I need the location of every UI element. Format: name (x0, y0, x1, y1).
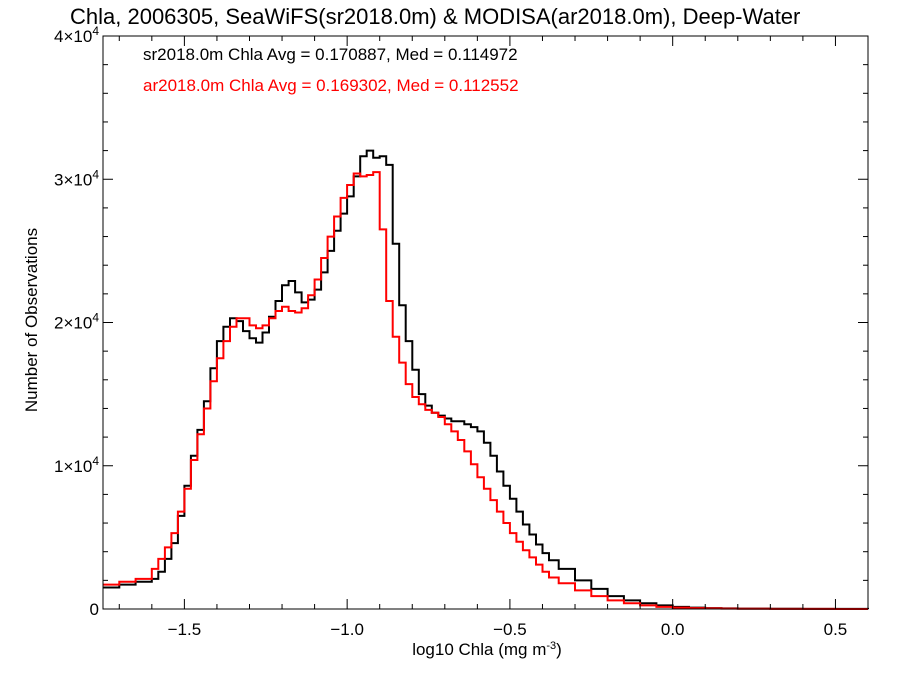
legend-annotations: sr2018.0m Chla Avg = 0.170887, Med = 0.1… (143, 45, 519, 95)
series-line-2 (103, 171, 868, 610)
x-axis-label-text: log10 Chla (mg m (412, 640, 546, 659)
chart-title: Chla, 2006305, SeaWiFS(sr2018.0m) & MODI… (70, 4, 800, 29)
y-tick-label-1: 1×104 (54, 454, 99, 476)
x-tick-label-4: 0.5 (824, 620, 848, 639)
x-axis-label-exponent: -3 (546, 640, 556, 652)
y-tick-label-4: 4×104 (54, 24, 99, 46)
x-ticks: −1.5 −1.0 −0.5 0.0 0.5 (118, 36, 869, 639)
series-layer (103, 149, 869, 610)
x-tick-label-3: 0.0 (661, 620, 685, 639)
y-ticks: 0 1×104 2×104 3×104 4×104 (54, 24, 868, 619)
y-axis-label: Number of Observations (22, 228, 41, 412)
x-tick-label-1: −1.0 (330, 620, 364, 639)
x-tick-label-2: −0.5 (493, 620, 527, 639)
x-axis-label: log10 Chla (mg m-3) (412, 640, 562, 659)
y-tick-label-2: 2×104 (54, 311, 99, 333)
x-axis-label-close: ) (556, 640, 562, 659)
series-line-1 (103, 149, 869, 610)
y-tick-label-3: 3×104 (54, 167, 99, 189)
annotation-2: ar2018.0m Chla Avg = 0.169302, Med = 0.1… (143, 76, 519, 95)
x-tick-label-0: −1.5 (168, 620, 202, 639)
plot-frame (102, 35, 869, 610)
y-tick-label-0: 0 (90, 600, 99, 619)
annotation-1: sr2018.0m Chla Avg = 0.170887, Med = 0.1… (143, 45, 518, 64)
